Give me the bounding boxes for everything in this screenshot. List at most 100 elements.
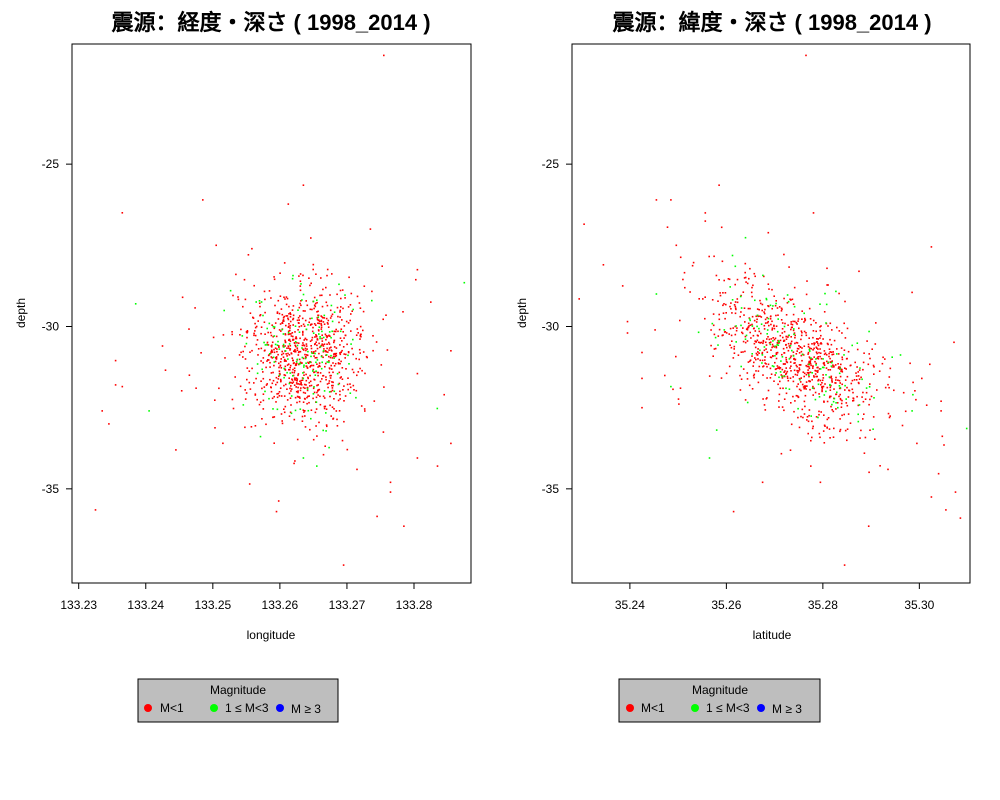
- data-point: [868, 386, 871, 388]
- data-point: [303, 325, 306, 327]
- data-point: [745, 334, 748, 337]
- data-point: [775, 372, 777, 374]
- data-point: [234, 376, 236, 378]
- data-point: [331, 320, 334, 323]
- data-point: [309, 374, 311, 377]
- data-point: [826, 360, 828, 363]
- data-point: [849, 364, 852, 367]
- y-tick-label: -35: [42, 482, 60, 496]
- data-point: [772, 305, 774, 307]
- data-point: [831, 403, 833, 406]
- data-point: [730, 334, 733, 337]
- data-point: [765, 348, 767, 350]
- data-point: [739, 389, 742, 391]
- data-point: [767, 305, 770, 308]
- data-point: [308, 321, 310, 324]
- data-point: [788, 266, 790, 268]
- data-point: [823, 414, 825, 416]
- data-point: [297, 390, 299, 392]
- data-point: [359, 352, 361, 354]
- data-point: [94, 509, 97, 511]
- data-point: [756, 339, 759, 342]
- data-point: [310, 323, 312, 326]
- data-point: [817, 342, 819, 345]
- data-point: [815, 364, 817, 366]
- data-point: [255, 343, 258, 346]
- data-point: [262, 399, 265, 402]
- data-point: [749, 307, 751, 310]
- data-point: [291, 382, 294, 384]
- data-point: [286, 315, 289, 317]
- data-point: [372, 349, 374, 352]
- data-point: [817, 338, 819, 340]
- data-point: [766, 316, 768, 319]
- data-point: [782, 347, 785, 350]
- data-point: [281, 328, 283, 331]
- data-point: [375, 341, 378, 343]
- data-point: [264, 311, 266, 314]
- data-point: [844, 337, 847, 339]
- data-point: [784, 363, 786, 365]
- data-point: [316, 359, 319, 361]
- data-point: [882, 356, 884, 359]
- data-point: [851, 344, 853, 347]
- data-point: [248, 370, 251, 372]
- data-point: [764, 359, 766, 361]
- data-point: [759, 315, 761, 317]
- data-point: [815, 416, 818, 418]
- data-point: [758, 341, 760, 344]
- data-point: [626, 332, 629, 334]
- data-point: [271, 324, 273, 326]
- data-point: [358, 358, 360, 361]
- legend: Magnitude M<1 1 ≤ M<3 M ≥ 3: [137, 678, 339, 723]
- data-point: [911, 410, 913, 412]
- data-point: [785, 367, 787, 369]
- data-point: [335, 354, 338, 357]
- data-point: [253, 382, 255, 384]
- data-point: [296, 319, 299, 322]
- data-point: [268, 397, 270, 400]
- data-point: [284, 341, 287, 343]
- data-point: [731, 312, 733, 314]
- data-point: [744, 262, 747, 265]
- data-point: [254, 425, 257, 427]
- data-point: [744, 236, 747, 239]
- data-point: [304, 353, 306, 356]
- data-point: [273, 364, 275, 367]
- data-point: [310, 409, 313, 411]
- data-point: [763, 312, 766, 315]
- data-point: [318, 352, 320, 355]
- data-point: [781, 356, 784, 358]
- data-point: [782, 387, 784, 390]
- data-point: [790, 370, 792, 372]
- data-point: [314, 350, 317, 352]
- data-point: [257, 320, 259, 322]
- data-point: [821, 387, 824, 390]
- data-point: [371, 290, 373, 293]
- data-point: [831, 379, 833, 382]
- data-point: [275, 358, 278, 360]
- data-point: [325, 408, 328, 410]
- data-point: [302, 310, 305, 312]
- data-point: [330, 315, 333, 317]
- data-point: [863, 352, 865, 354]
- data-point: [325, 286, 327, 289]
- data-point: [288, 305, 290, 308]
- data-point: [850, 382, 853, 385]
- data-point: [762, 274, 764, 277]
- data-point: [943, 444, 945, 446]
- data-point: [818, 396, 821, 398]
- data-point: [857, 404, 860, 407]
- data-point: [302, 342, 304, 344]
- data-point: [778, 376, 780, 379]
- data-point: [697, 331, 700, 334]
- data-point: [241, 335, 244, 337]
- data-point: [272, 408, 274, 410]
- data-point: [764, 318, 767, 321]
- data-point: [325, 338, 327, 341]
- data-point: [338, 283, 340, 286]
- data-point: [317, 310, 319, 313]
- data-point: [827, 362, 829, 364]
- data-point: [253, 332, 255, 335]
- data-point: [857, 375, 860, 377]
